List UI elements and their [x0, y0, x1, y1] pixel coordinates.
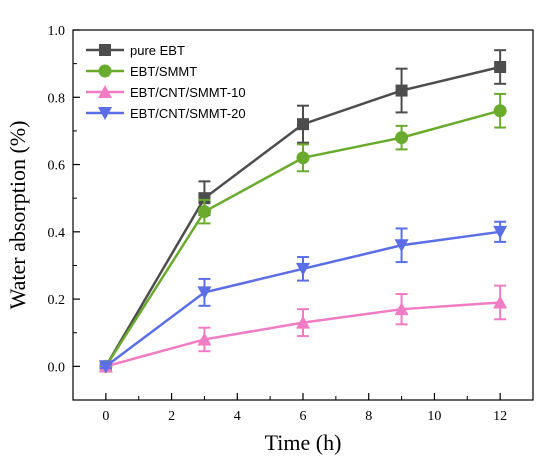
data-point: [296, 315, 310, 329]
x-tick-label-0: 0: [102, 409, 109, 424]
y-tick-label-3: 0.6: [48, 159, 66, 174]
data-point: [98, 360, 113, 374]
legend-item-2: EBT/CNT/SMMT-10: [86, 85, 246, 100]
data-point: [493, 295, 508, 309]
data-point: [296, 262, 310, 276]
data-point: [493, 104, 507, 118]
legend-item-0: pure EBT: [86, 43, 185, 58]
y-tick-label-4: 0.8: [48, 91, 66, 106]
series-line-3: [105, 230, 501, 368]
legend-label: EBT/SMMT: [130, 64, 197, 79]
plot-frame: [72, 29, 534, 401]
data-point: [198, 192, 211, 205]
x-tick-label-10: 10: [427, 409, 441, 424]
y-tick-label-5: 1.0: [48, 24, 66, 39]
data-point: [394, 239, 409, 253]
legend: pure EBT EBT/SMMT EBT/CNT/SMMT-10 EBT/CNT/S…: [86, 43, 246, 121]
y-axis-title: Water absorption (%): [5, 121, 30, 310]
data-point: [296, 151, 310, 165]
series-0: [99, 49, 507, 373]
x-tick-label-8: 8: [365, 409, 372, 424]
series-3: [98, 220, 508, 374]
legend-label: pure EBT: [130, 43, 185, 58]
legend-item-1: EBT/SMMT: [86, 64, 197, 79]
data-point: [197, 332, 212, 346]
series-2: [98, 284, 508, 373]
data-point: [297, 118, 309, 131]
legend-marker: [98, 107, 112, 120]
legend-marker: [98, 64, 112, 78]
data-point: [493, 225, 508, 239]
data-point: [395, 131, 409, 145]
legend-marker: [98, 85, 112, 98]
y-tick-label-2: 0.4: [48, 226, 66, 241]
x-tick-label-4: 4: [234, 409, 241, 424]
legend-marker: [99, 44, 111, 56]
tick-labels: 0 2 4 6 8 10 12 0.0 0.2 0.4 0.6 0.8 1.0: [48, 24, 508, 424]
legend-label: EBT/CNT/SMMT-10: [130, 85, 246, 100]
x-tick-label-6: 6: [300, 409, 307, 424]
legend-item-3: EBT/CNT/SMMT-20: [86, 106, 246, 121]
y-tick-label-1: 0.2: [48, 293, 66, 308]
data-point: [197, 286, 212, 300]
x-tick-label-12: 12: [493, 409, 507, 424]
series-layer: [98, 49, 508, 374]
data-point: [394, 302, 409, 316]
legend-label: EBT/CNT/SMMT-20: [130, 106, 246, 121]
x-tick-label-2: 2: [168, 409, 175, 424]
x-axis-title: Time (h): [265, 430, 342, 455]
y-tick-label-0: 0.0: [48, 360, 66, 375]
data-point: [197, 205, 211, 219]
data-point: [494, 61, 507, 73]
data-point: [395, 84, 408, 97]
